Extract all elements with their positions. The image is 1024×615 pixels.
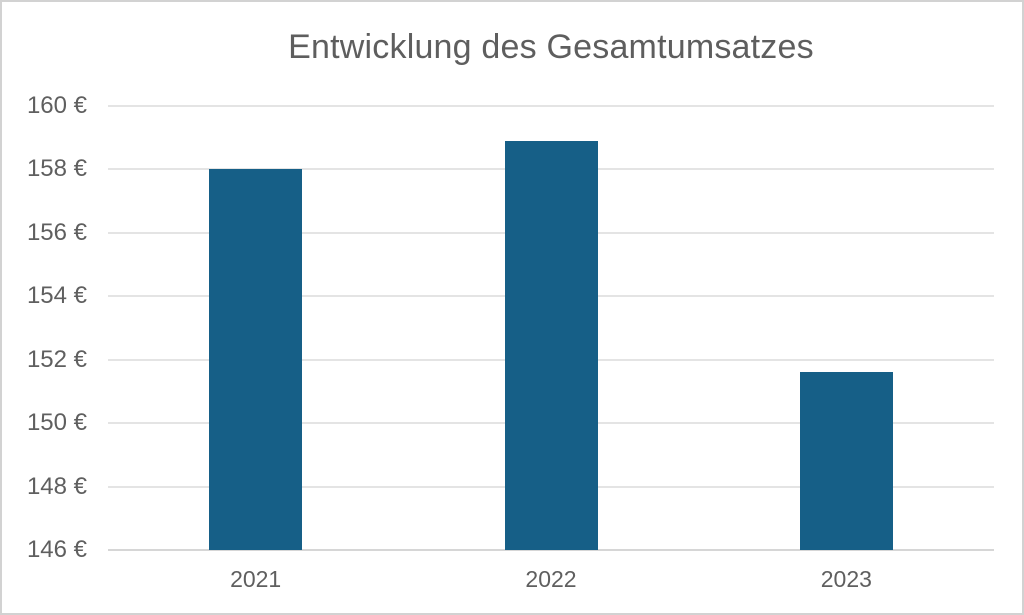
y-tick-label: 154 € <box>26 282 87 310</box>
bar-2021 <box>209 169 303 550</box>
x-tick-label-2023: 2023 <box>820 566 872 592</box>
chart-title: Entwicklung des Gesamtumsatzes <box>288 28 814 66</box>
y-tick-label: 152 € <box>26 345 87 373</box>
x-tick-label-2022: 2022 <box>525 566 577 592</box>
y-tick-label: 158 € <box>26 155 87 183</box>
y-tick-label: 150 € <box>26 409 87 437</box>
y-tick-label: 148 € <box>26 472 87 500</box>
x-tick-label-2021: 2021 <box>230 566 282 592</box>
gridline <box>108 105 994 107</box>
bar-2022 <box>504 140 598 550</box>
y-tick-label: 160 € <box>26 92 87 119</box>
plot-area <box>108 105 994 551</box>
y-tick-label: 146 € <box>26 536 87 563</box>
y-tick-label: 156 € <box>26 218 87 246</box>
x-axis-baseline <box>108 549 994 551</box>
bar-2023 <box>799 372 893 550</box>
